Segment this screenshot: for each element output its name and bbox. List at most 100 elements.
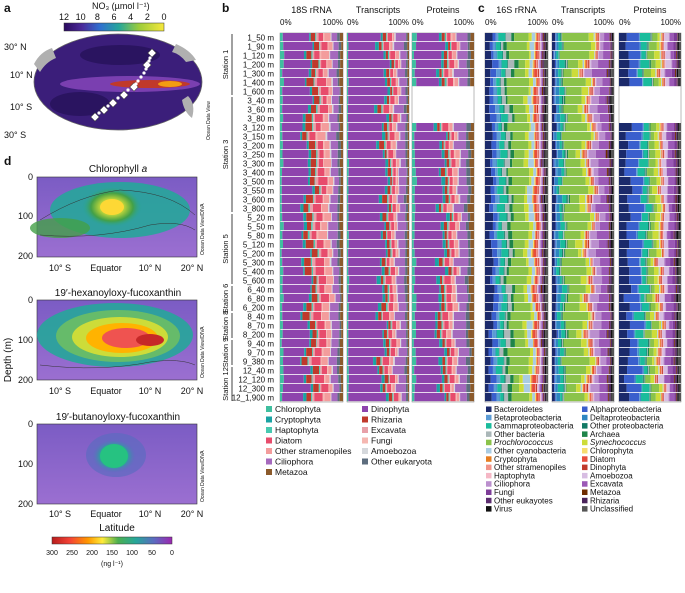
stacked-bar-segment [596,186,598,195]
stacked-bar-segment [661,123,662,132]
stacked-bar-segment [598,51,604,60]
stacked-bar-segment [589,159,591,168]
stacked-bar-segment [537,33,539,42]
stacked-bar-segment [387,330,389,339]
stacked-bar-segment [301,258,305,267]
stacked-bar-segment [313,213,317,222]
stacked-bar-segment [327,42,329,51]
stacked-bar-segment [537,51,539,60]
stacked-bar-segment [460,222,466,231]
stacked-bar-segment [315,285,317,294]
stacked-bar-segment [406,303,408,312]
stacked-bar-segment [676,348,678,357]
stacked-bar-segment [540,321,542,330]
stacked-bar-segment [588,33,594,42]
stacked-bar-segment [459,240,469,249]
stacked-bar-segment [530,51,535,60]
stacked-bar-segment [664,267,669,276]
stacked-bar-segment [434,330,437,339]
stacked-bar-segment [499,141,505,150]
stacked-bar-segment [613,51,614,60]
stacked-bar-segment [659,51,661,60]
stacked-bar-segment [559,258,561,267]
stacked-bar-segment [659,285,661,294]
stacked-bar-segment [545,321,546,330]
stacked-bar-segment [667,384,670,393]
stacked-bar-segment [543,141,545,150]
stacked-bar-segment [593,132,595,141]
stacked-bar-segment [538,123,540,132]
stacked-bar-segment [469,348,472,357]
stacked-bar-segment [589,195,591,204]
stacked-bar-segment [389,357,391,366]
stacked-bar-segment [661,177,663,186]
stacked-bar-segment [395,267,399,276]
stacked-bar-segment [304,78,307,87]
legend-swatch [266,458,272,465]
stacked-bar-segment [561,357,590,366]
stacked-bar-segment [647,348,650,357]
stacked-bar-segment [629,276,642,285]
stacked-bar-segment [442,231,445,240]
stacked-bar-segment [540,276,542,285]
stacked-bar-segment [318,159,324,168]
stacked-bar-segment [612,141,614,150]
stacked-bar-segment [378,42,382,51]
stacked-bar-segment [435,204,439,213]
stacked-bar-segment [667,150,672,159]
stacked-bar-segment [382,132,386,141]
stacked-bar-segment [504,258,506,267]
stacked-bar-segment [388,33,392,42]
stacked-bar-segment [566,240,568,249]
stacked-bar-segment [667,42,674,51]
stacked-bar-segment [659,69,661,78]
stacked-bar-segment [552,195,556,204]
stacked-bar-segment [470,33,474,42]
stacked-bar-segment [678,186,680,195]
stacked-bar-segment [347,195,349,204]
stacked-bar-segment [395,348,398,357]
stacked-bar-segment [590,114,592,123]
legend-label: Archaea [590,430,620,439]
stacked-bar-segment [661,195,662,204]
stacked-bar-segment [619,231,627,240]
stacked-bar-segment [454,195,456,204]
stacked-bar-segment [446,213,450,222]
stacked-bar-segment [384,186,388,195]
stacked-bar-segment [340,357,343,366]
stacked-bar-segment [492,267,496,276]
stacked-bar-segment [384,267,389,276]
stacked-bar-segment [320,366,322,375]
stacked-bar-segment [542,123,544,132]
stacked-bar-segment [537,123,539,132]
stacked-bar-segment [589,375,591,384]
stacked-bar-segment [414,150,442,159]
stacked-bar-segment [663,177,664,186]
legend-swatch [362,416,368,423]
stacked-bar-segment [542,276,544,285]
stacked-bar-segment [642,78,643,87]
stacked-bar-segment [541,339,542,348]
stacked-bar-segment [557,357,561,366]
stacked-bar-segment [588,321,589,330]
stacked-bar-segment [552,384,555,393]
stacked-bar-segment [347,375,349,384]
stacked-bar-segment [561,132,591,141]
stacked-bar-segment [585,231,588,240]
stacked-bar-segment [678,240,680,249]
stacked-bar-segment [512,204,525,213]
stacked-bar-segment [385,258,387,267]
stacked-bar-segment [347,141,349,150]
stacked-bar-segment [543,339,545,348]
stacked-bar-segment [591,141,593,150]
stacked-bar-segment [492,276,495,285]
stacked-bar-segment [598,294,609,303]
stacked-bar-segment [546,96,548,105]
stacked-bar-segment [595,366,596,375]
stacked-bar-segment [665,69,672,78]
stacked-bar-segment [619,249,627,258]
stacked-bar-segment [347,249,349,258]
stacked-bar-segment [538,177,540,186]
stacked-bar-segment [662,267,663,276]
